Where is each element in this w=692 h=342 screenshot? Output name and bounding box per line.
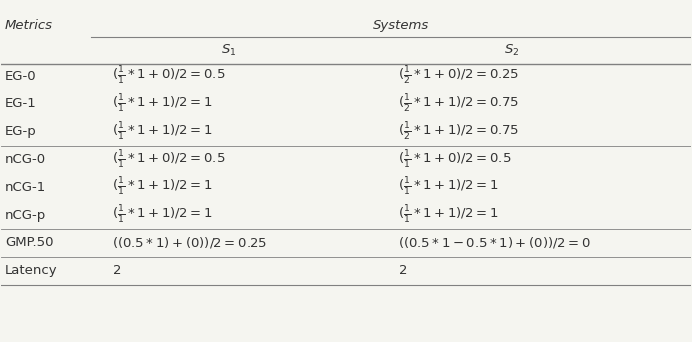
Text: $((0.5 * 1 - 0.5 * 1) + (0))/2 = 0$: $((0.5 * 1 - 0.5 * 1) + (0))/2 = 0$	[398, 235, 590, 250]
Text: $((0.5 * 1) + (0))/2 = 0.25$: $((0.5 * 1) + (0))/2 = 0.25$	[111, 235, 267, 250]
Text: $S_2$: $S_2$	[504, 43, 519, 58]
Text: Systems: Systems	[373, 18, 429, 31]
Text: EG-p: EG-p	[5, 125, 37, 138]
Text: Metrics: Metrics	[5, 18, 53, 31]
Text: EG-0: EG-0	[5, 69, 37, 82]
Text: $(\frac{1}{1} * 1 + 1)/2 = 1$: $(\frac{1}{1} * 1 + 1)/2 = 1$	[111, 176, 212, 198]
Text: $2$: $2$	[398, 264, 407, 277]
Text: $(\frac{1}{1} * 1 + 0)/2 = 0.5$: $(\frac{1}{1} * 1 + 0)/2 = 0.5$	[111, 148, 225, 171]
Text: EG-1: EG-1	[5, 97, 37, 110]
Text: nCG-1: nCG-1	[5, 181, 46, 194]
Text: $S_1$: $S_1$	[221, 43, 237, 58]
Text: $(\frac{1}{2} * 1 + 0)/2 = 0.25$: $(\frac{1}{2} * 1 + 0)/2 = 0.25$	[398, 65, 519, 87]
Text: $(\frac{1}{1} * 1 + 1)/2 = 1$: $(\frac{1}{1} * 1 + 1)/2 = 1$	[111, 204, 212, 226]
Text: $(\frac{1}{2} * 1 + 1)/2 = 0.75$: $(\frac{1}{2} * 1 + 1)/2 = 0.75$	[398, 93, 518, 115]
Text: nCG-0: nCG-0	[5, 153, 46, 166]
Text: $(\frac{1}{1} * 1 + 1)/2 = 1$: $(\frac{1}{1} * 1 + 1)/2 = 1$	[398, 176, 498, 198]
Text: $(\frac{1}{1} * 1 + 0)/2 = 0.5$: $(\frac{1}{1} * 1 + 0)/2 = 0.5$	[398, 148, 511, 171]
Text: GMP.50: GMP.50	[5, 236, 53, 249]
Text: $(\frac{1}{1} * 1 + 0)/2 = 0.5$: $(\frac{1}{1} * 1 + 0)/2 = 0.5$	[111, 65, 225, 87]
Text: $(\frac{1}{1} * 1 + 1)/2 = 1$: $(\frac{1}{1} * 1 + 1)/2 = 1$	[398, 204, 498, 226]
Text: nCG-p: nCG-p	[5, 209, 46, 222]
Text: $(\frac{1}{1} * 1 + 1)/2 = 1$: $(\frac{1}{1} * 1 + 1)/2 = 1$	[111, 93, 212, 115]
Text: Latency: Latency	[5, 264, 57, 277]
Text: $(\frac{1}{1} * 1 + 1)/2 = 1$: $(\frac{1}{1} * 1 + 1)/2 = 1$	[111, 121, 212, 143]
Text: $(\frac{1}{2} * 1 + 1)/2 = 0.75$: $(\frac{1}{2} * 1 + 1)/2 = 0.75$	[398, 121, 518, 143]
Text: $2$: $2$	[111, 264, 121, 277]
